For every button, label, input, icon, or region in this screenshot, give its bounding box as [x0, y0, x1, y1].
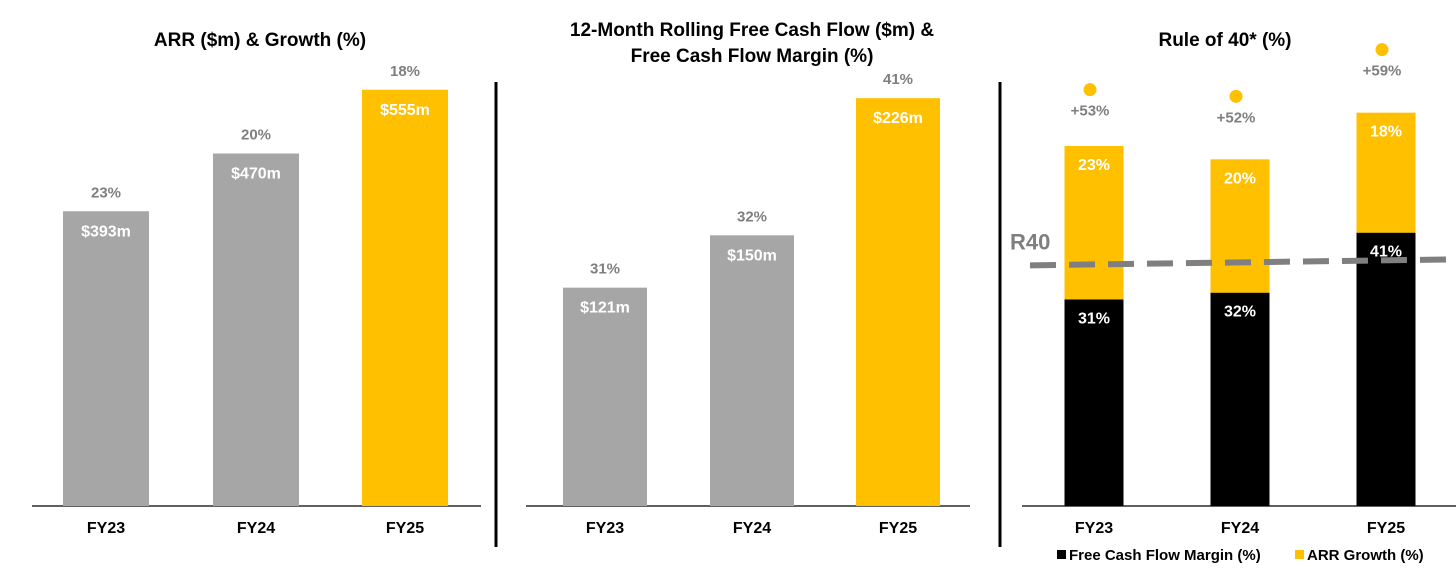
chart3-total-label-fy25: +59% — [1363, 63, 1402, 80]
chart1-value-label-fy24: $470m — [231, 166, 281, 183]
chart3-bar-fcf-margin-fy25 — [1356, 232, 1416, 506]
chart3-title: Rule of 40* (%) — [1158, 30, 1291, 51]
chart1-bar-fy23 — [63, 211, 149, 506]
chart2-growth-label-fy25: 41% — [883, 71, 913, 88]
chart2-title-line2: Free Cash Flow Margin (%) — [631, 46, 874, 67]
chart3-arr-growth-label-fy25: 18% — [1370, 124, 1402, 141]
chart3-bar-arr-growth-fy25 — [1356, 112, 1416, 233]
chart3-total-label-fy23: +53% — [1071, 103, 1110, 120]
chart3-arr-growth-label-fy23: 23% — [1078, 157, 1110, 174]
chart1-growth-label-fy23: 23% — [91, 184, 121, 201]
chart2-value-label-fy23: $121m — [580, 300, 630, 317]
chart3-fcf-margin-label-fy24: 32% — [1224, 304, 1256, 321]
chart3-total-marker-fy24 — [1229, 89, 1243, 103]
chart2-bar-fy25 — [856, 98, 940, 506]
chart1-title: ARR ($m) & Growth (%) — [154, 30, 366, 51]
chart1-bar-fy24 — [213, 153, 299, 506]
legend-label-arr-growth: ARR Growth (%) — [1307, 547, 1424, 564]
chart2-bar-fy23 — [563, 287, 647, 506]
chart1-growth-label-fy24: 20% — [241, 127, 271, 144]
chart1-tick-fy25: FY25 — [386, 520, 424, 537]
chart3-r40-label: R40 — [1010, 229, 1050, 254]
legend-label-fcf-margin: Free Cash Flow Margin (%) — [1069, 547, 1261, 564]
legend-swatch-fcf-margin — [1057, 550, 1066, 559]
chart3-bar-arr-growth-fy24 — [1210, 159, 1270, 293]
chart3-total-marker-fy23 — [1083, 83, 1097, 97]
chart2-growth-label-fy24: 32% — [737, 208, 767, 225]
chart3-fcf-margin-label-fy23: 31% — [1078, 310, 1110, 327]
chart1-bar-fy25 — [362, 89, 448, 506]
chart3-tick-fy24: FY24 — [1221, 520, 1259, 537]
chart2-tick-fy23: FY23 — [586, 520, 624, 537]
chart2-bar-fy24 — [710, 235, 794, 506]
chart1-tick-fy23: FY23 — [87, 520, 125, 537]
chart3-bar-fcf-margin-fy23 — [1064, 299, 1124, 506]
chart2-title-line1: 12-Month Rolling Free Cash Flow ($m) & — [570, 20, 934, 41]
chart1-tick-fy24: FY24 — [237, 520, 275, 537]
chart3-tick-fy25: FY25 — [1367, 520, 1405, 537]
chart-marks: $393m 23% FY23 $470m 20% FY24 $555m 18% FY25 $121… — [63, 43, 1456, 537]
chart3-total-marker-fy25 — [1375, 43, 1389, 57]
chart1-value-label-fy25: $555m — [380, 102, 430, 119]
chart3-total-label-fy24: +52% — [1217, 109, 1256, 126]
chart2-tick-fy25: FY25 — [879, 520, 917, 537]
chart3-tick-fy23: FY23 — [1075, 520, 1113, 537]
chart2-tick-fy24: FY24 — [733, 520, 771, 537]
chart1-growth-label-fy25: 18% — [390, 63, 420, 80]
chart2-value-label-fy24: $150m — [727, 247, 777, 264]
chart2-value-label-fy25: $226m — [873, 110, 923, 127]
legend-swatch-arr-growth — [1295, 550, 1304, 559]
chart3-bar-arr-growth-fy23 — [1064, 146, 1124, 300]
chart3-bar-fcf-margin-fy24 — [1210, 292, 1270, 506]
chart2-growth-label-fy23: 31% — [590, 261, 620, 278]
chart3-r40-reference-line — [1029, 256, 1456, 269]
chart1-value-label-fy23: $393m — [81, 223, 131, 240]
chart3-arr-growth-label-fy24: 20% — [1224, 170, 1256, 187]
chart3-fcf-margin-label-fy25: 41% — [1370, 244, 1402, 261]
